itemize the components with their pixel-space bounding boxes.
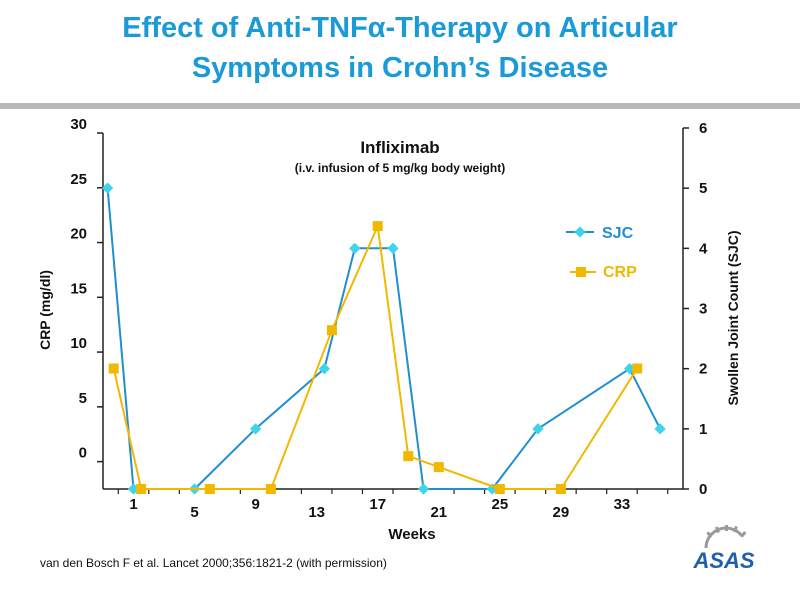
sjc-point xyxy=(349,242,361,255)
series-crp xyxy=(108,221,643,494)
crp-point xyxy=(403,451,414,462)
x-tick-label: 33 xyxy=(614,496,631,513)
crp-point xyxy=(555,484,566,494)
crp-line xyxy=(112,225,639,490)
crp-point xyxy=(136,484,147,494)
citation: van den Bosch F et al. Lancet 2000;356:1… xyxy=(40,556,387,570)
x-tick-label: 21 xyxy=(430,504,447,521)
x-axis-label: Weeks xyxy=(388,526,435,543)
slide-title: Effect of Anti-TNFα-Therapy on Articular… xyxy=(0,8,800,88)
slide-title-line-2: Symptoms in Crohn’s Disease xyxy=(191,52,609,84)
x-tick-label: 25 xyxy=(491,496,508,513)
sjc-point xyxy=(417,483,430,495)
left-axis: 0 5 10 15 20 25 30 xyxy=(70,116,104,489)
sjc-point xyxy=(387,242,399,254)
right-tick-label: 3 xyxy=(699,301,707,318)
x-tick-label: 9 xyxy=(251,496,259,513)
sjc-point xyxy=(318,363,330,375)
crp-point xyxy=(108,363,119,374)
crp-point xyxy=(632,363,643,374)
chart-subtitle: (i.v. infusion of 5 mg/kg body weight) xyxy=(295,161,505,175)
logo-text: ASAS xyxy=(692,548,754,573)
left-tick-label: 20 xyxy=(70,226,87,243)
title-divider xyxy=(0,103,800,109)
left-tick-label: 10 xyxy=(70,335,87,352)
logo-arc xyxy=(704,526,744,549)
legend-crp-label: CRP xyxy=(603,264,637,281)
x-axis: 1 5 9 13 17 21 25 29 33 xyxy=(103,488,683,521)
legend-crp-marker xyxy=(576,267,586,277)
y-axis-right-label: Swollen Joint Count (SJC) xyxy=(725,231,741,406)
chart-title: Infliximab xyxy=(360,138,439,157)
crp-point xyxy=(494,484,505,494)
crp-point xyxy=(372,221,383,232)
x-tick-label: 29 xyxy=(553,504,570,521)
x-tick-label: 17 xyxy=(369,496,386,513)
legend-sjc-label: SJC xyxy=(602,225,634,242)
right-tick-label: 5 xyxy=(699,180,707,197)
right-tick-label: 4 xyxy=(699,240,708,257)
right-tick-label: 0 xyxy=(699,481,707,498)
left-tick-label: 0 xyxy=(79,445,87,462)
legend-item-crp: CRP xyxy=(570,264,637,281)
left-tick-label: 15 xyxy=(70,280,87,297)
crp-point xyxy=(265,484,276,494)
right-axis: 0 1 2 3 4 5 6 xyxy=(682,120,708,498)
left-tick-label: 5 xyxy=(79,390,87,407)
x-tick-label: 13 xyxy=(308,504,325,521)
x-tick-label: 5 xyxy=(190,504,198,521)
right-tick-label: 6 xyxy=(699,120,707,137)
slide-title-line-1: Effect of Anti-TNFα-Therapy on Articular xyxy=(122,12,678,44)
sjc-point xyxy=(654,423,666,435)
left-tick-label: 25 xyxy=(70,171,87,188)
crp-point xyxy=(204,484,215,494)
left-tick-label: 30 xyxy=(70,116,87,133)
legend-item-sjc: SJC xyxy=(566,225,634,242)
legend-sjc-marker xyxy=(574,226,586,238)
y-axis-left-label: CRP (mg/dl) xyxy=(37,270,53,350)
right-tick-label: 1 xyxy=(699,421,707,438)
right-tick-label: 2 xyxy=(699,361,707,378)
crp-point xyxy=(326,325,337,336)
logo-arc-ticks xyxy=(706,525,747,538)
asas-logo: ASAS xyxy=(692,525,755,573)
crp-point xyxy=(433,462,444,473)
legend: SJC CRP xyxy=(566,225,637,281)
x-tick-label: 1 xyxy=(129,496,137,513)
